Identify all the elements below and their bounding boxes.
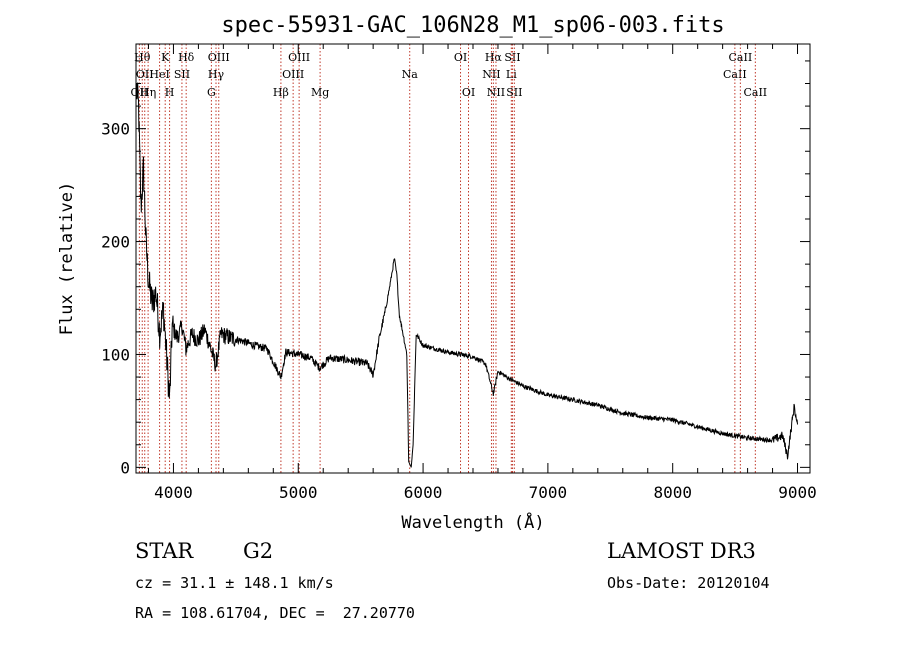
line-marker-label: Hβ (273, 86, 289, 99)
line-marker-label: SII (504, 51, 520, 64)
line-marker-label: CaII (723, 68, 747, 81)
x-tick-label: 4000 (154, 483, 193, 502)
chart-title: spec-55931-GAC_106N28_M1_sp06-003.fits (221, 13, 724, 38)
x-tick-label: 5000 (279, 483, 318, 502)
y-tick-label: 200 (101, 233, 130, 252)
y-axis-label: Flux (relative) (57, 182, 77, 336)
line-marker-label: Hγ (208, 68, 225, 81)
x-tick-label: 7000 (529, 483, 568, 502)
y-tick-label: 0 (120, 458, 130, 477)
line-marker-label: OII (136, 68, 154, 81)
line-marker-label: OIII (288, 51, 310, 64)
survey-name: LAMOST DR3 (607, 539, 756, 563)
coordinates: RA = 108.61704, DEC = 27.20770 (135, 604, 415, 622)
axis-ticks: 4000 5000 6000 7000 8000 9000 0 100 200 300 (101, 44, 817, 502)
y-tick-label: 100 (101, 345, 130, 364)
spectral-line-markers: OIIHθOIIHηHeIKHSIIHδGHγOIIIHβOIIIOIIIMgN… (131, 44, 767, 473)
line-marker-label: OII (131, 86, 149, 99)
line-marker-label: Na (402, 68, 419, 81)
line-marker-label: Hδ (178, 51, 195, 64)
line-marker-label: K (161, 51, 170, 64)
redshift-text: cz = 31.1 ± 148.1 km/s (135, 574, 334, 592)
line-marker-label: OI (462, 86, 475, 99)
object-subclass: G2 (243, 539, 274, 563)
obs-date: Obs-Date: 20120104 (607, 574, 770, 592)
line-marker-label: CaII (743, 86, 767, 99)
line-marker-label: H (165, 86, 175, 99)
x-axis-label: Wavelength (Å) (401, 511, 544, 533)
line-marker-label: OI (454, 51, 467, 64)
x-tick-label: 9000 (778, 483, 817, 502)
line-marker-label: G (207, 86, 216, 99)
y-tick-label: 300 (101, 120, 130, 139)
line-marker-label: NII (482, 68, 500, 81)
line-marker-label: Hη (140, 86, 156, 99)
x-tick-label: 8000 (653, 483, 692, 502)
object-class: STAR (135, 539, 194, 563)
flux-series-line (136, 82, 798, 468)
line-marker-label: OIII (208, 51, 230, 64)
x-tick-label: 6000 (404, 483, 443, 502)
line-marker-label: NII (487, 86, 505, 99)
line-marker-label: Mg (311, 86, 329, 99)
line-marker-label: Hα (485, 51, 503, 64)
line-marker-label: CaII (729, 51, 753, 64)
plot-frame (135, 43, 811, 474)
line-marker-label: SII (174, 68, 190, 81)
line-marker-label: OIII (282, 68, 304, 81)
line-marker-label: Li (506, 68, 517, 81)
line-marker-label: HeI (149, 68, 169, 81)
line-marker-label: SII (506, 86, 522, 99)
